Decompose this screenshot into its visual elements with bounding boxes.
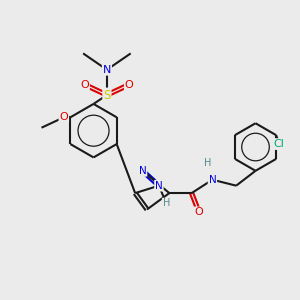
Text: O: O: [125, 80, 134, 90]
Text: H: H: [204, 158, 211, 168]
Text: S: S: [103, 88, 111, 101]
Text: O: O: [195, 207, 203, 218]
Text: N: N: [139, 166, 146, 176]
Text: Cl: Cl: [274, 139, 285, 149]
Text: H: H: [163, 199, 170, 208]
Text: N: N: [208, 175, 216, 185]
Text: O: O: [59, 112, 68, 122]
Text: O: O: [80, 80, 89, 90]
Text: N: N: [155, 181, 163, 191]
Text: N: N: [103, 65, 111, 75]
